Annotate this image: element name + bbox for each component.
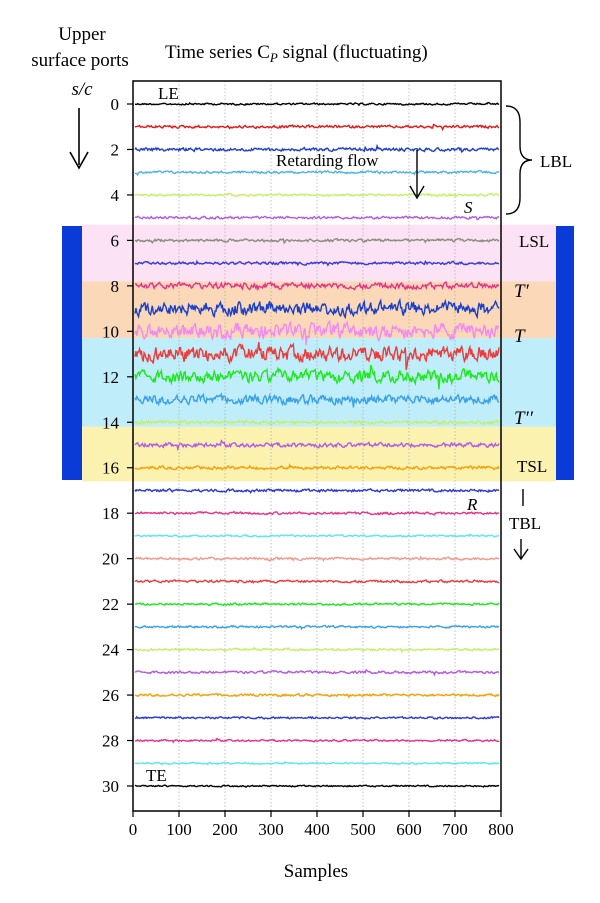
x-tick-label-100: 100 [166, 820, 192, 839]
y-label-line-1: Upper [58, 24, 106, 45]
series-line-port-7 [134, 259, 500, 267]
series-line-port-8 [134, 281, 500, 292]
tbl-down-arrow-icon [513, 539, 529, 561]
series-line-port-10 [134, 319, 500, 346]
x-axis-label: Samples [284, 861, 348, 882]
trailing-edge-label: TE [146, 766, 167, 785]
x-tick-label-700: 700 [442, 820, 468, 839]
x-tick-label-300: 300 [258, 820, 284, 839]
retarding-flow-label: Retarding flow [276, 151, 379, 170]
down-arrow-icon [69, 108, 89, 170]
y-label-line-3: s/c [71, 79, 93, 100]
series-line-port-15 [134, 439, 500, 452]
y-tick-label-24: 24 [102, 641, 120, 660]
series-line-port-24 [134, 646, 500, 653]
y-tick-label-16: 16 [102, 459, 119, 478]
lsl-label: LSL [519, 232, 549, 251]
x-tick-label-500: 500 [350, 820, 376, 839]
tsl-label: TSL [517, 457, 547, 476]
band-0 [82, 224, 556, 282]
series-line-port-0 [134, 101, 500, 107]
y-tick-label-14: 14 [102, 413, 120, 432]
series-line-port-26 [134, 692, 500, 699]
series-line-port-27 [134, 715, 500, 720]
t-double-prime-label: T′′ [514, 408, 534, 429]
y-tick-label-30: 30 [102, 777, 119, 796]
y-tick-label-8: 8 [111, 277, 120, 296]
y-label-line-2: surface ports [31, 50, 129, 71]
y-tick-label-18: 18 [102, 504, 119, 523]
series-line-port-1 [134, 123, 500, 132]
series-line-port-21 [134, 579, 500, 584]
series-line-port-4 [134, 192, 500, 198]
series-line-port-12 [134, 364, 500, 390]
x-tick-label-400: 400 [304, 820, 330, 839]
y-tick-label-12: 12 [102, 368, 119, 387]
retarding-flow-arrow-icon [409, 150, 425, 200]
y-tick-label-0: 0 [111, 95, 120, 114]
chart-title: Time series CP signal (fluctuating) [165, 42, 428, 65]
leading-edge-label: LE [158, 84, 179, 103]
series-line-port-5 [134, 215, 500, 221]
series-line-port-30 [134, 784, 500, 789]
series-line-port-2 [134, 143, 500, 153]
series-line-port-20 [134, 555, 500, 562]
tbl-label: TBL [509, 514, 541, 533]
y-tick-label-22: 22 [102, 595, 119, 614]
series-line-port-16 [134, 463, 500, 471]
x-tick-label-0: 0 [129, 820, 138, 839]
y-tick-label-2: 2 [111, 140, 120, 159]
series-line-port-6 [134, 237, 500, 245]
t-prime-label: T′ [514, 281, 530, 302]
lbl-brace-icon [505, 105, 533, 215]
x-tick-label-800: 800 [488, 820, 514, 839]
series-line-port-25 [134, 669, 500, 677]
series-line-port-19 [134, 533, 500, 538]
series-line-port-29 [134, 760, 500, 765]
x-tick-label-600: 600 [396, 820, 422, 839]
series-line-port-22 [134, 601, 500, 607]
y-tick-label-26: 26 [102, 686, 119, 705]
separation-point-label: S [464, 198, 473, 217]
series-line-port-9 [134, 297, 500, 320]
series-line-port-28 [134, 737, 500, 744]
y-tick-label-28: 28 [102, 732, 119, 751]
series-line-port-18 [134, 510, 499, 516]
series-line-port-11 [134, 341, 500, 371]
left-region-bar [62, 226, 82, 480]
y-tick-label-20: 20 [102, 550, 119, 569]
series-group [134, 101, 500, 789]
series-line-port-3 [134, 169, 500, 177]
series-line-port-14 [134, 418, 500, 426]
series-line-port-17 [134, 487, 500, 494]
x-tick-label-200: 200 [212, 820, 238, 839]
y-tick-label-6: 6 [111, 231, 120, 250]
band-3 [82, 426, 556, 482]
y-tick-label-4: 4 [111, 186, 120, 205]
y-tick-label-10: 10 [102, 322, 119, 341]
x-ticks: 0 100 200 300 400 500 600 700 800 [129, 811, 514, 839]
series-line-port-23 [134, 624, 500, 631]
reattachment-point-label: R [466, 495, 478, 514]
series-line-port-13 [134, 392, 500, 408]
right-region-bar [556, 226, 574, 480]
t-label: T [514, 326, 526, 347]
lbl-label: LBL [540, 152, 572, 171]
